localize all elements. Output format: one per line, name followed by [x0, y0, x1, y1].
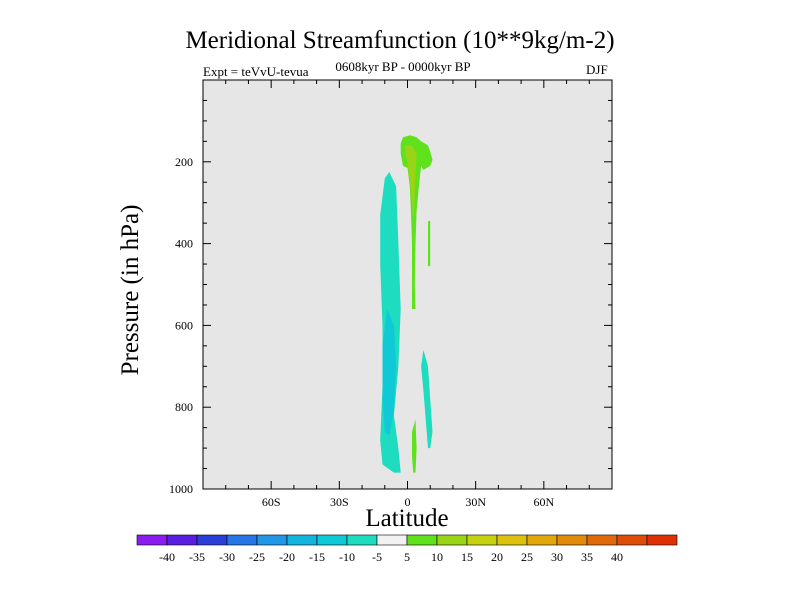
contour-region-southern-cell-mid: [380, 439, 388, 461]
x-tick-label: 30N: [465, 495, 486, 509]
contour-region-southern-cell-core: [382, 309, 397, 436]
colorbar-swatch: [196, 534, 228, 546]
colorbar: -40 -35 -30 -25 -20 -15 -10 -5 5 10 15 20 25 30 35 40: [136, 534, 678, 564]
colorbar-swatch: [556, 534, 588, 546]
colorbar-swatch: [286, 534, 318, 546]
contour-region-northern-cell-streak: [428, 221, 431, 267]
colorbar-tick-label: -5: [372, 550, 382, 564]
colorbar-swatch: [376, 534, 408, 546]
contour-regions: [380, 135, 433, 473]
colorbar-swatch: [166, 534, 198, 546]
colorbar-tick-label: -30: [219, 550, 235, 564]
colorbar-swatch: [226, 534, 258, 546]
x-tick-label: 0: [405, 495, 411, 509]
colorbar-tick-label: 25: [521, 550, 533, 564]
y-tick-label: 800: [175, 400, 193, 414]
colorbar-tick-label: 15: [461, 550, 473, 564]
colorbar-tick-label: -25: [249, 550, 265, 564]
season-label: DJF: [586, 62, 608, 77]
x-tick-label: 60S: [262, 495, 281, 509]
colorbar-tick-label: -10: [339, 550, 355, 564]
chart-title: Meridional Streamfunction (10**9kg/m-2): [185, 27, 615, 54]
colorbar-swatch: [586, 534, 618, 546]
colorbar-swatch: [346, 534, 378, 546]
colorbar-tick-label: 30: [551, 550, 563, 564]
x-tick-label: 60N: [533, 495, 554, 509]
contour-region-equatorial-negative-pocket: [421, 349, 433, 449]
y-tick-label: 600: [175, 318, 193, 332]
colorbar-swatch: [406, 534, 438, 546]
x-axis-label: Latitude: [365, 505, 449, 532]
colorbar-tick-label: -40: [159, 550, 175, 564]
y-tick-label: 1000: [169, 482, 193, 496]
colorbar-swatch: [256, 534, 288, 546]
y-tick-label: 400: [175, 237, 193, 251]
colorbar-tick-label: 5: [404, 550, 410, 564]
colorbar-swatch: [496, 534, 528, 546]
axes: 60S 30S 0 30N 60N 200 400 600 800 1000: [169, 80, 612, 509]
colorbar-swatch: [436, 534, 468, 546]
y-tick-label: 200: [175, 155, 193, 169]
colorbar-swatch: [466, 534, 498, 546]
contour-region-northern-cell-outer: [400, 135, 433, 309]
experiment-label: Expt = teVvU-tevua: [203, 64, 309, 79]
x-tick-label: 30S: [330, 495, 349, 509]
colorbar-tick-label: 20: [491, 550, 503, 564]
colorbar-swatch: [136, 534, 168, 546]
colorbar-swatch: [646, 534, 678, 546]
contour-region-northern-cell-lower: [412, 419, 417, 473]
colorbar-tick-label: 10: [431, 550, 443, 564]
colorbar-tick-label: 40: [611, 550, 623, 564]
colorbar-tick-label: -20: [279, 550, 295, 564]
contour-region-northern-cell-core: [405, 145, 417, 220]
colorbar-swatch: [316, 534, 348, 546]
colorbar-swatch: [616, 534, 648, 546]
colorbar-tick-label: -15: [309, 550, 325, 564]
colorbar-swatch: [526, 534, 558, 546]
period-label: 0608kyr BP - 0000kyr BP: [335, 59, 471, 74]
colorbar-tick-label: -35: [189, 550, 205, 564]
colorbar-tick-label: 35: [581, 550, 593, 564]
